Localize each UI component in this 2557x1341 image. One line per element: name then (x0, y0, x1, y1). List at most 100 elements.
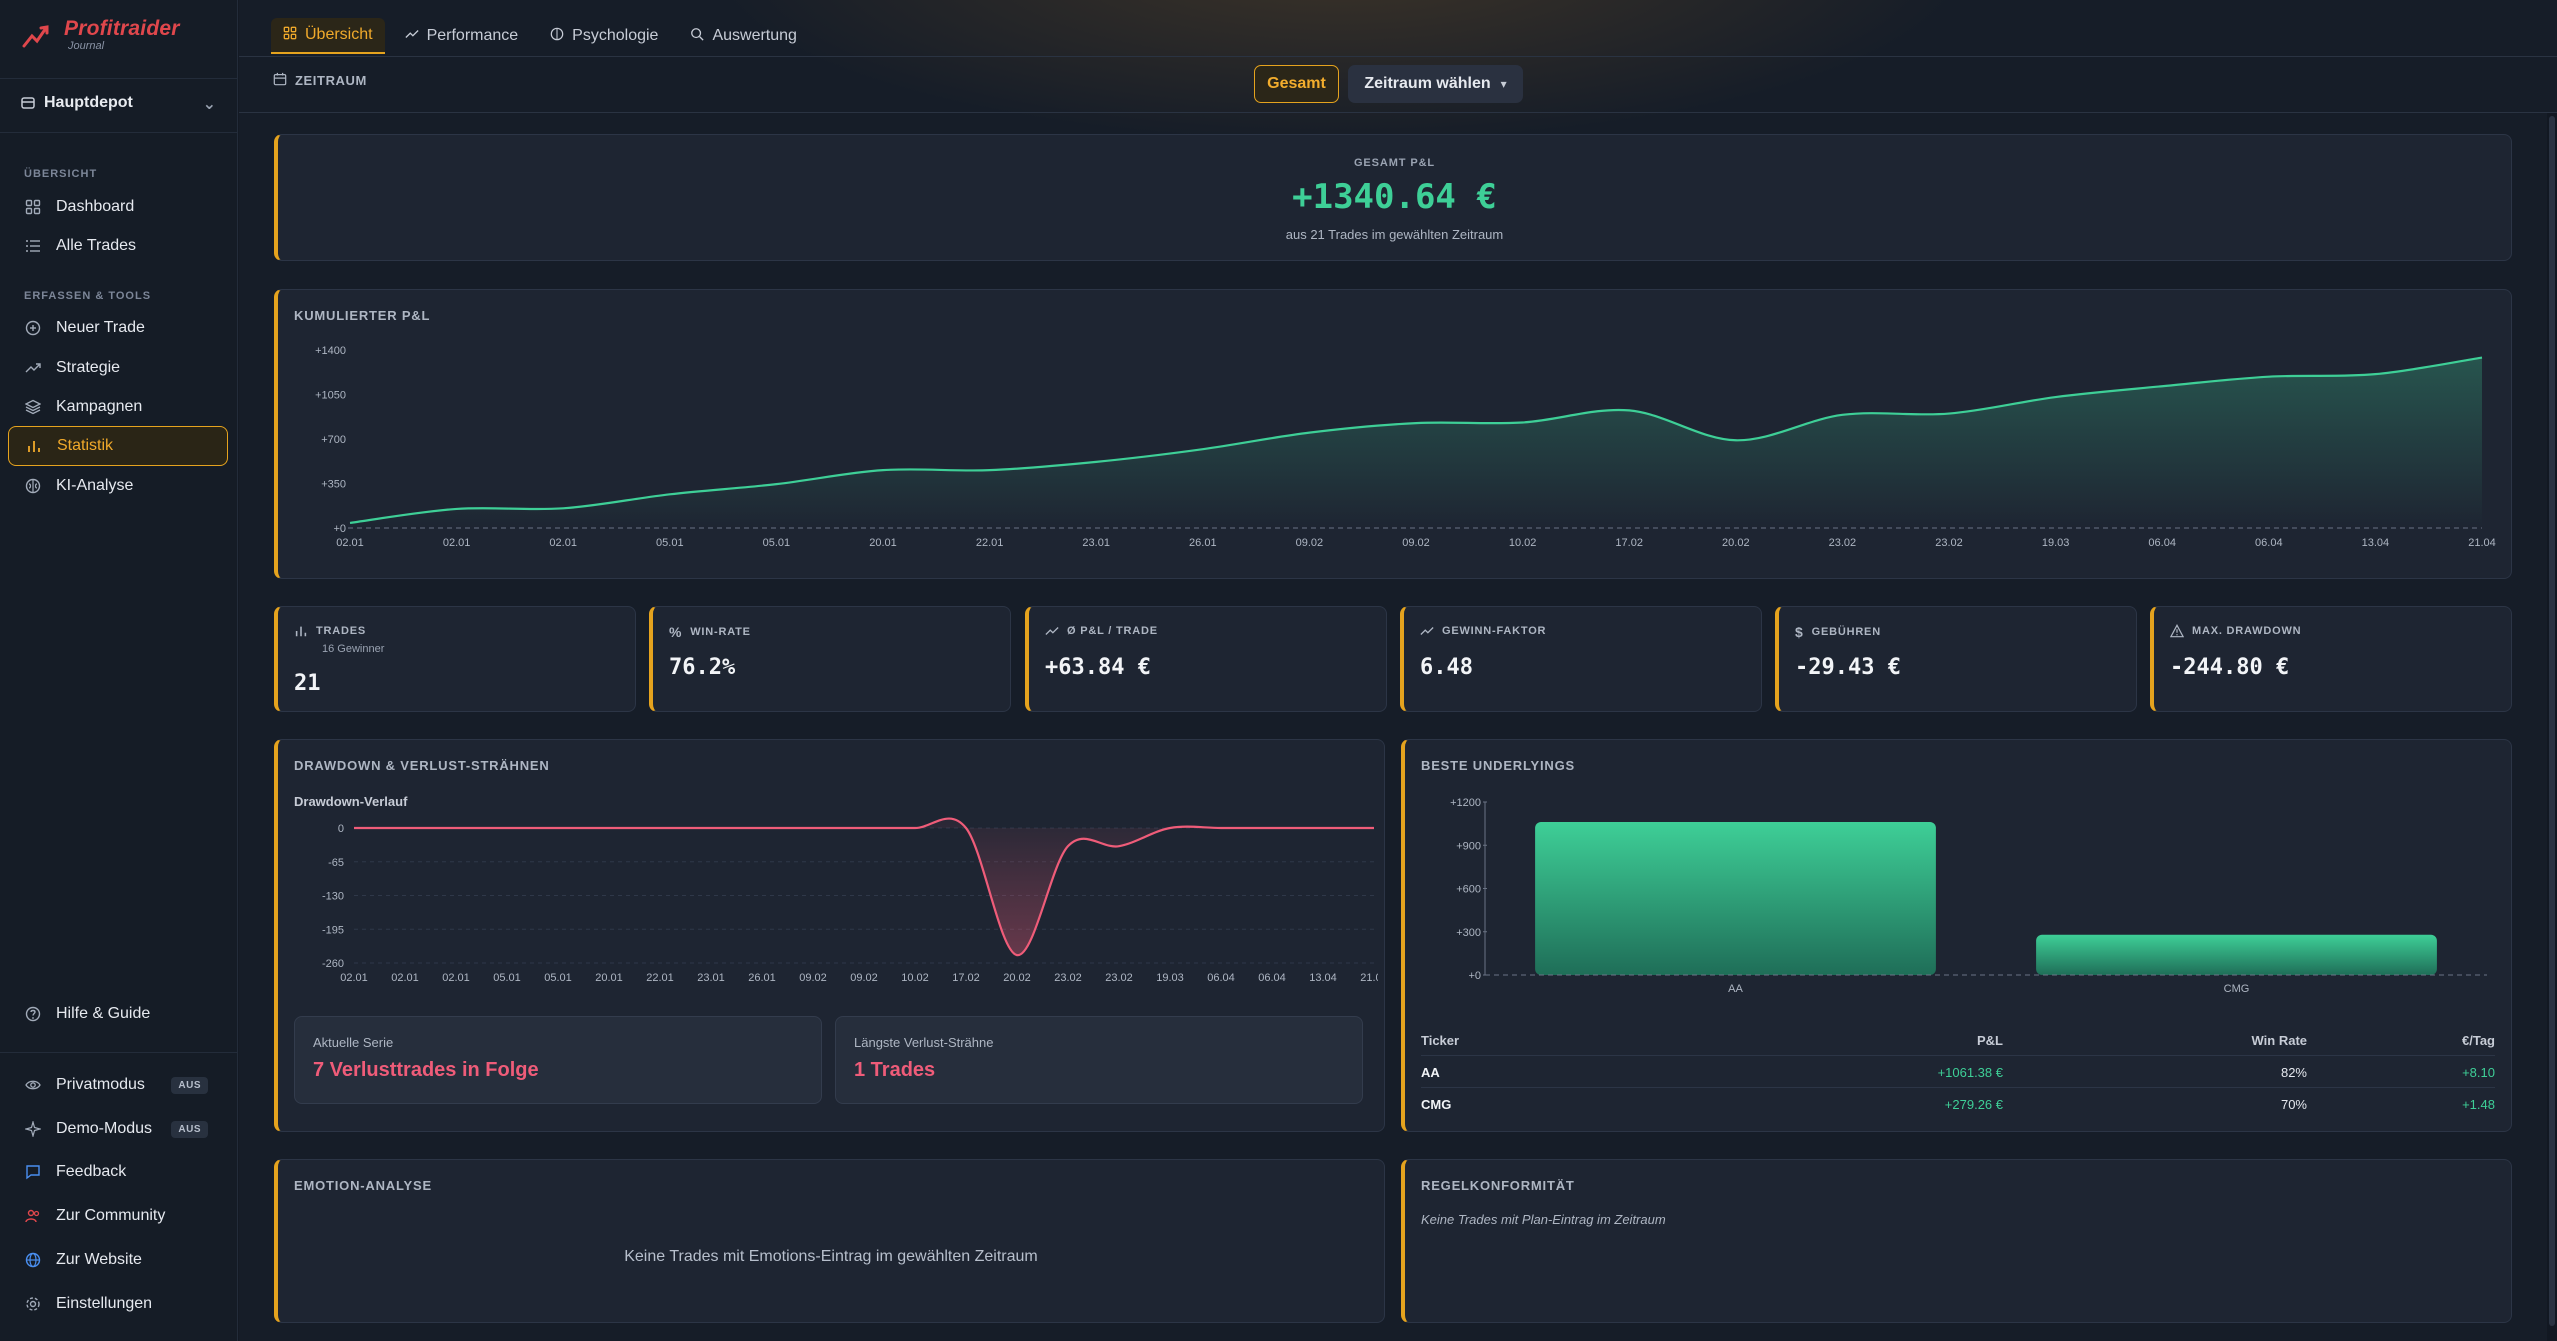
x-tick-label: CMG (2224, 983, 2250, 995)
col-header-ticker: Ticker (1421, 1033, 1460, 1048)
period-label-text: ZEITRAUM (295, 73, 367, 88)
x-tick-label: 19.03 (2042, 537, 2070, 549)
sidebar-item-label: Kampagnen (56, 398, 143, 415)
calendar-icon (273, 72, 287, 89)
series-line (349, 356, 2483, 525)
globe-icon (24, 1251, 42, 1269)
sidebar-item-private-mode[interactable]: Privatmodus AUS (8, 1065, 228, 1105)
sidebar: Profitraider Journal Hauptdepot ⌄ ÜBERSI… (0, 0, 238, 1341)
sidebar-item-ai-analysis[interactable]: KI-Analyse (8, 466, 228, 506)
select-period-button[interactable]: Zeitraum wählen ▾ (1348, 65, 1523, 103)
tab-overview[interactable]: Übersicht (271, 18, 385, 54)
x-tick-label: 17.02 (1615, 537, 1643, 549)
x-tick-label: 05.01 (656, 537, 684, 549)
stat-card-trades: TRADES 16 Gewinner 21 (274, 606, 636, 712)
x-tick-label: 17.02 (952, 972, 980, 984)
brain-icon (24, 477, 42, 495)
y-tick-label: -195 (322, 924, 344, 936)
tab-evaluation[interactable]: Auswertung (678, 18, 809, 54)
cumulative-pnl-chart: +1400 +1050 +700 +350 +0 02.01 02.01 02.01 05.01… (315, 345, 2496, 549)
sidebar-item-dashboard[interactable]: Dashboard (8, 187, 228, 227)
sidebar-item-label: KI-Analyse (56, 477, 134, 494)
users-icon (24, 1207, 42, 1225)
chevron-down-icon: ⌄ (202, 96, 216, 113)
x-tick-label: 10.02 (1509, 537, 1537, 549)
sidebar-item-feedback[interactable]: Feedback (8, 1152, 228, 1192)
table-row[interactable]: CMG +279.26 € 70% +1.48 (1421, 1088, 2495, 1120)
period-all-button[interactable]: Gesamt (1254, 65, 1339, 103)
stat-label-text: TRADES (316, 625, 367, 637)
y-tick-label: +300 (1456, 927, 1481, 939)
area-fill (350, 357, 2482, 528)
x-tick-label: 10.02 (901, 972, 929, 984)
x-tick-label: 02.01 (340, 972, 368, 984)
x-tick-label: 20.01 (869, 537, 897, 549)
sidebar-item-website[interactable]: Zur Website (8, 1240, 228, 1280)
trend-icon (1045, 627, 1059, 635)
list-icon (24, 237, 42, 255)
per-day-cell: +1.48 (2462, 1097, 2495, 1112)
sidebar-item-statistics[interactable]: Statistik (8, 426, 228, 466)
sidebar-item-label: Dashboard (56, 198, 135, 215)
tab-psychology[interactable]: Psychologie (538, 18, 670, 54)
chevron-down-icon: ▾ (1500, 77, 1507, 91)
table-row[interactable]: AA +1061.38 € 82% +8.10 (1421, 1056, 2495, 1088)
longest-streak-value: 1 Trades (854, 1059, 936, 1081)
stat-value: 76.2% (669, 655, 736, 680)
divider (0, 78, 237, 79)
brand-name: Profitraider (64, 17, 180, 40)
sidebar-item-settings[interactable]: Einstellungen (8, 1284, 228, 1324)
x-tick-label: 23.01 (1082, 537, 1110, 549)
y-tick-label: +0 (333, 523, 346, 535)
tab-label: Übersicht (305, 26, 373, 43)
status-badge: AUS (171, 1076, 208, 1094)
sidebar-item-label: Einstellungen (56, 1295, 153, 1312)
stat-value: +63.84 € (1045, 655, 1151, 680)
y-tick-label: +700 (321, 434, 346, 446)
col-header-per-day: €/Tag (2462, 1033, 2495, 1048)
percent-icon: % (669, 624, 683, 640)
sidebar-item-trades[interactable]: Alle Trades (8, 226, 228, 266)
pnl-cell: +279.26 € (1944, 1097, 2003, 1112)
x-tick-label: 09.02 (1402, 537, 1430, 549)
sidebar-item-strategy[interactable]: Strategie (8, 348, 228, 388)
sidebar-item-help[interactable]: Hilfe & Guide (8, 994, 228, 1034)
scrollbar-thumb[interactable] (2549, 116, 2555, 1326)
help-icon (24, 1005, 42, 1023)
stat-label-text: GEWINN-FAKTOR (1442, 625, 1547, 637)
sidebar-item-new-trade[interactable]: Neuer Trade (8, 308, 228, 348)
status-badge: AUS (171, 1120, 208, 1138)
nav-section-overview: ÜBERSICHT (24, 168, 98, 180)
card-title: DRAWDOWN & VERLUST-STRÄHNEN (294, 758, 550, 773)
stat-label: MAX. DRAWDOWN (2170, 624, 2301, 638)
y-tick-label: +600 (1456, 884, 1481, 896)
depot-selector[interactable]: Hauptdepot ⌄ (12, 88, 224, 118)
stat-card-avg-pnl: Ø P&L / TRADE +63.84 € (1025, 606, 1387, 712)
x-tick-label: AA (1728, 983, 1743, 995)
trend-icon (1420, 627, 1434, 635)
longest-streak-box: Längste Verlust-Strähne 1 Trades (835, 1016, 1363, 1104)
sidebar-item-demo-mode[interactable]: Demo-Modus AUS (8, 1109, 228, 1149)
nav-section-tools: ERFASSEN & TOOLS (24, 290, 152, 302)
x-tick-label: 06.04 (2148, 537, 2176, 549)
per-day-cell: +8.10 (2462, 1065, 2495, 1080)
y-tick-label: -260 (322, 958, 344, 970)
winrate-cell: 70% (2280, 1097, 2307, 1112)
sidebar-item-campaigns[interactable]: Kampagnen (8, 387, 228, 427)
warning-icon (2170, 624, 2184, 638)
dollar-icon: $ (1795, 624, 1804, 640)
stat-value: -244.80 € (2170, 655, 2290, 680)
x-tick-label: 09.02 (799, 972, 827, 984)
sidebar-item-community[interactable]: Zur Community (8, 1196, 228, 1236)
pnl-cell: +1061.38 € (1937, 1065, 2003, 1080)
chat-icon (24, 1163, 42, 1181)
brand[interactable]: Profitraider Journal (22, 18, 180, 58)
x-tick-label: 23.01 (697, 972, 725, 984)
x-tick-label: 05.01 (763, 537, 791, 549)
best-underlyings-card: BESTE UNDERLYINGS +1200 +900 +600 +300 +0 AA C… (1401, 739, 2512, 1132)
x-tick-label: 22.01 (646, 972, 674, 984)
x-tick-label: 22.01 (976, 537, 1004, 549)
tab-performance[interactable]: Performance (393, 18, 531, 54)
tab-label: Auswertung (712, 27, 797, 44)
stat-label-text: GEBÜHREN (1811, 626, 1881, 638)
